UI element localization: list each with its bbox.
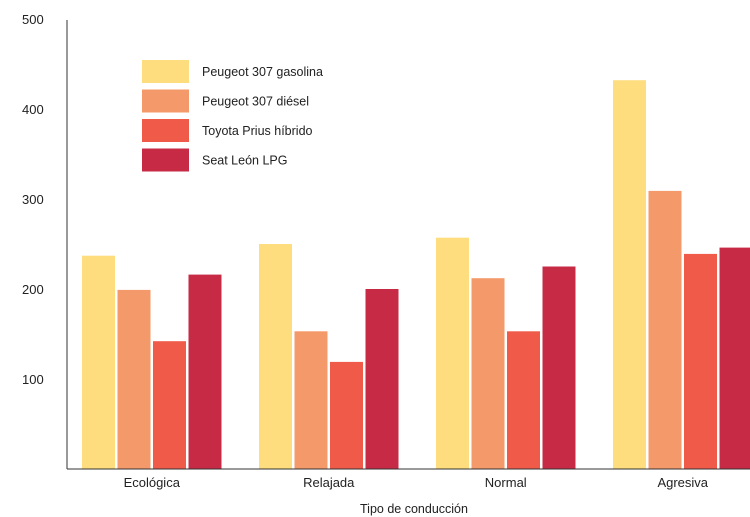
legend-label: Seat León LPG — [202, 154, 287, 168]
x-tick-label: Ecológica — [124, 475, 181, 490]
y-tick-label: 500 — [22, 12, 44, 27]
bar — [117, 289, 151, 469]
bar — [507, 331, 540, 469]
legend-swatch — [142, 60, 189, 83]
bar — [471, 278, 505, 469]
bar — [436, 237, 469, 469]
bar — [542, 266, 576, 469]
x-tick-label: Normal — [485, 475, 527, 490]
bars — [82, 80, 750, 469]
bar — [294, 331, 328, 469]
bar — [648, 190, 682, 469]
y-tick-label: 400 — [22, 102, 44, 117]
legend-label: Peugeot 307 diésel — [202, 95, 309, 109]
bar — [365, 289, 399, 469]
legend: Peugeot 307 gasolina Peugeot 307 diésel To… — [142, 60, 323, 172]
y-axis-ticks: 500 400 300 200 100 — [22, 12, 44, 387]
y-tick-label: 200 — [22, 282, 44, 297]
x-tick-label: Agresiva — [657, 475, 708, 490]
x-axis-title: Tipo de conducción — [360, 502, 468, 516]
legend-swatch — [142, 148, 189, 172]
bar — [719, 247, 750, 469]
y-tick-label: 100 — [22, 372, 44, 387]
bar — [684, 253, 717, 469]
x-tick-label: Relajada — [303, 475, 355, 490]
legend-swatch — [142, 119, 189, 142]
bar — [82, 255, 115, 469]
legend-label: Peugeot 307 gasolina — [202, 65, 323, 79]
legend-label: Toyota Prius híbrido — [202, 124, 313, 138]
y-tick-label: 300 — [22, 192, 44, 207]
bar — [259, 244, 292, 469]
bar — [330, 361, 363, 469]
x-axis-ticks: Ecológica Relajada Normal Agresiva — [124, 475, 709, 490]
bar — [613, 80, 646, 469]
bar — [153, 341, 186, 469]
bar — [188, 274, 222, 469]
legend-swatch — [142, 89, 189, 113]
